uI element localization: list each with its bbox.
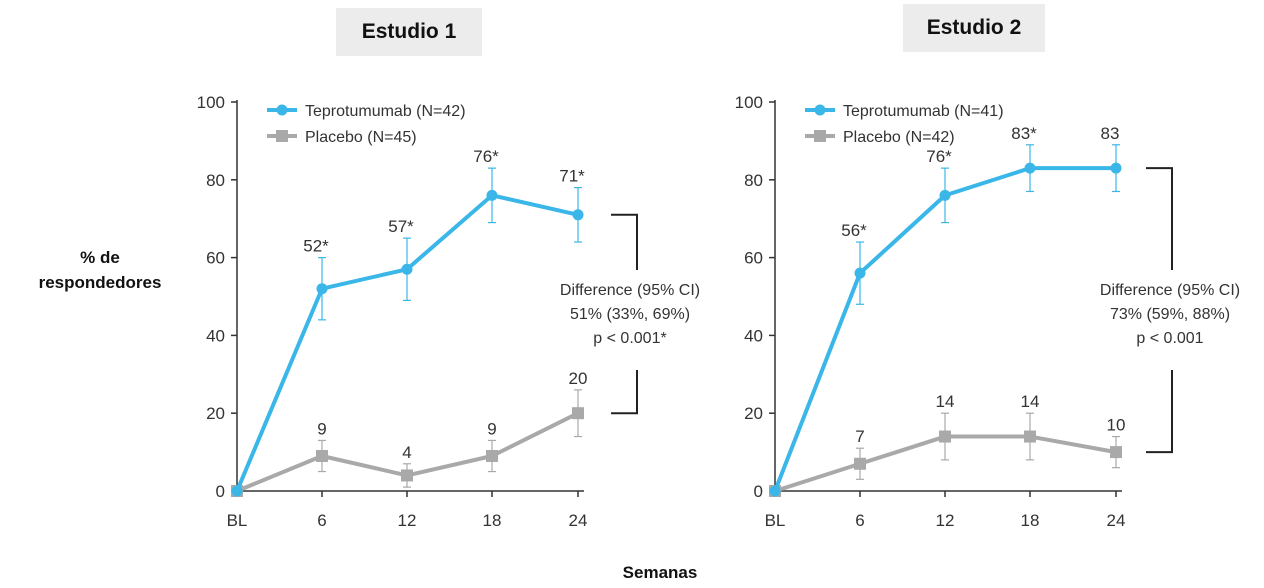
legend-marker-placebo (276, 130, 288, 142)
teprotumumab-data-label: 76* (926, 147, 952, 166)
x-tick-label: BL (227, 511, 248, 530)
difference-annotation-line: 51% (33%, 69%) (570, 306, 690, 323)
teprotumumab-data-label: 57* (388, 217, 414, 236)
teprotumumab-point (231, 485, 243, 497)
placebo-point (1110, 446, 1122, 459)
chart-panel-2: 0 20 40 60 80 100 BL 6 12 18 24 7 14 14 10 56* 76* 83* 83 T… (735, 93, 1240, 530)
chart-panel-1: 0 20 40 60 80 100 BL 6 12 18 24 9 4 9 20 52* 57* 76* 71* Te… (197, 93, 700, 530)
placebo-data-label: 10 (1107, 416, 1126, 435)
y-axis-title: % de respondedores (0, 245, 200, 295)
y-tick-label: 60 (206, 249, 225, 268)
chart-title-estudio-2: Estudio 2 (903, 4, 1045, 52)
x-tick-label: 6 (855, 511, 864, 530)
y-tick-label: 20 (744, 404, 763, 423)
teprotumumab-point (769, 485, 781, 497)
placebo-point (572, 407, 584, 420)
teprotumumab-point (1110, 162, 1122, 174)
y-axis-title-line-1: % de (80, 248, 120, 267)
legend-marker-placebo (814, 130, 826, 142)
placebo-point (939, 430, 951, 443)
placebo-data-label: 14 (936, 392, 955, 411)
placebo-point (401, 469, 413, 482)
difference-annotation-line: Difference (95% CI) (1100, 282, 1240, 299)
y-tick-label: 60 (744, 249, 763, 268)
y-tick-label: 40 (206, 326, 225, 345)
x-tick-label: 18 (483, 511, 502, 530)
x-tick-label: 12 (936, 511, 955, 530)
placebo-data-label: 9 (487, 419, 496, 438)
teprotumumab-point (854, 267, 866, 279)
legend-label-placebo: Placebo (N=45) (305, 129, 417, 146)
x-tick-label: 24 (569, 511, 588, 530)
difference-bracket-top (611, 213, 638, 270)
placebo-data-label: 9 (317, 419, 326, 438)
teprotumumab-data-label: 56* (841, 221, 867, 240)
teprotumumab-point (572, 209, 584, 221)
difference-bracket-bottom (611, 370, 638, 415)
legend-label-teprotumumab: Teprotumumab (N=42) (305, 103, 466, 120)
y-tick-label: 40 (744, 326, 763, 345)
y-tick-label: 100 (197, 93, 225, 112)
y-axis-title-line-2: respondedores (38, 273, 162, 292)
teprotumumab-point (486, 189, 498, 201)
teprotumumab-point (939, 189, 951, 201)
y-tick-label: 0 (754, 482, 763, 501)
placebo-point (1024, 430, 1036, 443)
x-axis-title: Semanas (622, 563, 698, 582)
teprotumumab-data-label: 52* (303, 237, 329, 256)
difference-annotation-line: Difference (95% CI) (560, 282, 700, 299)
legend-label-placebo: Placebo (N=42) (843, 129, 955, 146)
legend-label-teprotumumab: Teprotumumab (N=41) (843, 103, 1004, 120)
teprotumumab-point (316, 283, 328, 295)
teprotumumab-data-label: 83* (1011, 124, 1037, 143)
placebo-point (486, 449, 498, 462)
difference-bracket-bottom (1146, 370, 1173, 454)
difference-annotation-line: p < 0.001* (593, 330, 666, 347)
y-tick-label: 100 (735, 93, 763, 112)
difference-annotation-line: p < 0.001 (1136, 330, 1203, 347)
teprotumumab-data-label: 71* (559, 167, 585, 186)
teprotumumab-point (401, 263, 413, 275)
y-tick-label: 80 (206, 171, 225, 190)
x-tick-label: 6 (317, 511, 326, 530)
x-tick-label: 18 (1021, 511, 1040, 530)
difference-annotation-line: 73% (59%, 88%) (1110, 306, 1230, 323)
y-tick-label: 20 (206, 404, 225, 423)
placebo-data-label: 20 (569, 369, 588, 388)
placebo-data-label: 4 (402, 443, 411, 462)
difference-bracket-top (1146, 167, 1173, 270)
legend-marker-teprotumumab (276, 104, 288, 116)
placebo-point (316, 449, 328, 462)
x-tick-label: 24 (1107, 511, 1126, 530)
teprotumumab-data-label: 76* (473, 147, 499, 166)
chart-title-estudio-1: Estudio 1 (336, 8, 482, 56)
y-tick-label: 80 (744, 171, 763, 190)
y-tick-label: 0 (216, 482, 225, 501)
x-tick-label: 12 (398, 511, 417, 530)
placebo-data-label: 14 (1021, 392, 1040, 411)
legend-marker-teprotumumab (814, 104, 826, 116)
placebo-data-label: 7 (855, 427, 864, 446)
teprotumumab-data-label: 83 (1101, 124, 1120, 143)
x-tick-label: BL (765, 511, 786, 530)
teprotumumab-point (1024, 162, 1036, 174)
placebo-point (854, 457, 866, 470)
